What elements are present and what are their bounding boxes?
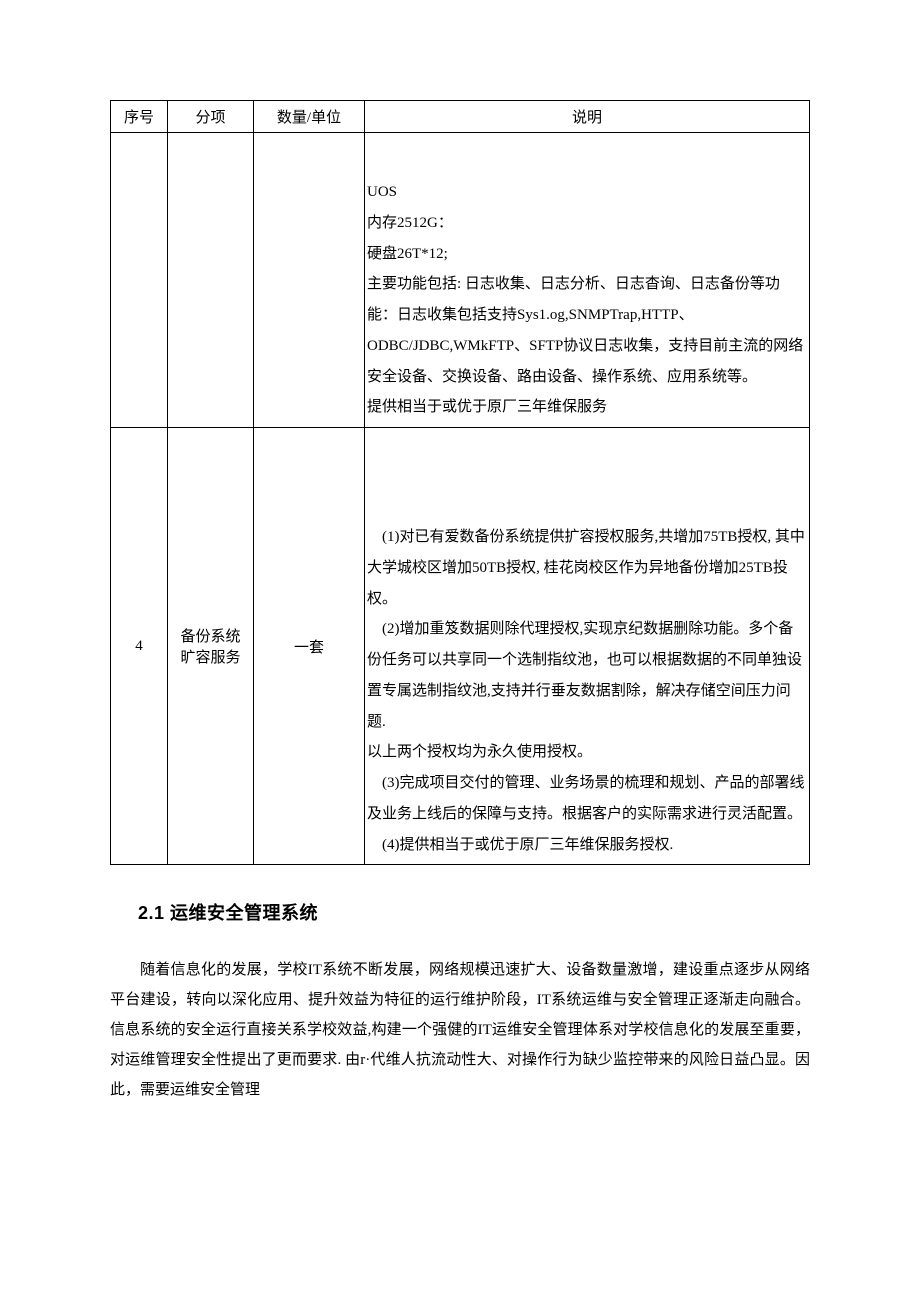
desc-line: UOS [367,177,805,208]
table-header-row: 序号 分项 数量/单位 说明 [111,101,810,133]
col-header-qty: 数量/单位 [254,101,365,133]
item-line: 旷容服务 [168,646,253,667]
desc-line: (2)增加重笈数据则除代理授权,实现京纪数据删除功能。多个备份任务可以共享同一个… [367,614,805,737]
cell-seq: 4 [111,428,168,865]
desc-line: (3)完成项目交付的管理、业务场景的梳理和规划、产品的部署线及业务上线后的保障与… [367,768,805,830]
desc-line: (1)对已有爱数备份系统提供扩容授权服务,共增加75TB授权, 其中大学城校区增… [367,522,805,614]
table-row: UOS 内存2512G： 硬盘26T*12; 主要功能包括: 日志收集、日志分析… [111,133,810,428]
body-paragraph: 随着信息化的发展，学校IT系统不断发展，网络规模迅速扩大、设备数量激增，建设重点… [110,955,810,1105]
col-header-desc: 说明 [365,101,810,133]
cell-seq [111,133,168,428]
desc-line: 提供相当于或优于原厂三年维保服务 [367,392,805,423]
desc-line: 硬盘26T*12; [367,239,805,270]
col-header-item: 分项 [168,101,254,133]
spec-table: 序号 分项 数量/单位 说明 UOS 内存2512G： 硬盘26T*12; 主要… [110,100,810,865]
item-line: 备份系统 [168,625,253,646]
cell-qty [254,133,365,428]
cell-qty: 一套 [254,428,365,865]
cell-item [168,133,254,428]
col-header-seq: 序号 [111,101,168,133]
desc-line: (4)提供相当于或优于原厂三年维保服务授权. [367,830,805,861]
desc-line: 以上两个授权均为永久使用授权。 [367,737,805,768]
cell-item: 备份系统 旷容服务 [168,428,254,865]
cell-desc: UOS 内存2512G： 硬盘26T*12; 主要功能包括: 日志收集、日志分析… [365,133,810,428]
table-row: 4 备份系统 旷容服务 一套 (1)对已有爱数备份系统提供扩容授权服务,共增加7… [111,428,810,865]
section-heading: 2.1 运维安全管理系统 [138,899,810,925]
cell-desc: (1)对已有爱数备份系统提供扩容授权服务,共增加75TB授权, 其中大学城校区增… [365,428,810,865]
desc-line: 主要功能包括: 日志收集、日志分析、日志杳询、日志备份等功能：日志收集包括支持S… [367,269,805,392]
desc-line: 内存2512G： [367,208,805,239]
